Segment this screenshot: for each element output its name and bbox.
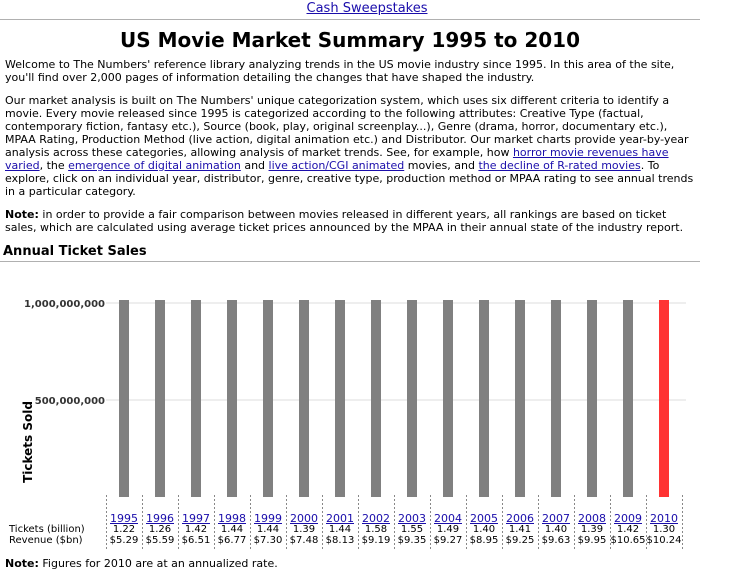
year-link-2005[interactable]: 2005 [470, 512, 498, 525]
bar-2002 [371, 190, 381, 497]
year-link-2009[interactable]: 2009 [614, 512, 642, 525]
revenue-cell: $7.30 [253, 535, 283, 546]
bar-1995 [119, 260, 129, 497]
y-tick-label: 1,000,000,000 [24, 300, 105, 310]
tickets-cell: 1.44 [328, 524, 352, 535]
revenue-cell: $6.51 [181, 535, 211, 546]
revenue-cell: $9.27 [433, 535, 463, 546]
analysis-text-2: , the [39, 159, 69, 172]
year-link-2001[interactable]: 2001 [326, 512, 354, 525]
year-link-1997[interactable]: 1997 [182, 512, 210, 525]
year-link-2002[interactable]: 2002 [362, 512, 390, 525]
bar-2003 [407, 196, 417, 498]
bar-2001 [335, 217, 345, 497]
tickets-cell: 1.49 [436, 524, 460, 535]
revenue-row: Revenue ($bn) $5.29 $5.59 $6.51 $6.77 $7.30 $… [0, 535, 700, 546]
note-label: Note: [5, 208, 39, 221]
tickets-cell: 1.44 [220, 524, 244, 535]
bar-2005 [479, 225, 489, 497]
summary-table: Tickets (billion) 1.22 1.26 1.42 1.44 1.44 1.… [0, 524, 700, 546]
tickets-cell: 1.44 [256, 524, 280, 535]
bar-1996 [155, 252, 165, 497]
year-link-1998[interactable]: 1998 [218, 512, 246, 525]
revenue-cell: $7.48 [289, 535, 319, 546]
revenue-cell: $9.63 [541, 535, 571, 546]
tickets-cell: 1.42 [616, 524, 640, 535]
bottom-note-text: Figures for 2010 are at an annualized ra… [38, 557, 278, 570]
year-link-2010[interactable]: 2010 [650, 512, 678, 525]
analysis-paragraph: Our market analysis is built on The Numb… [5, 94, 700, 198]
bar-2009 [623, 221, 633, 497]
note-text: in order to provide a fair comparison be… [5, 208, 684, 234]
live-action-cgi-link[interactable]: live action/CGI animated [268, 159, 405, 172]
bottom-note-label: Note: [5, 557, 39, 570]
tickets-cell: 1.39 [292, 524, 316, 535]
revenue-cell: $6.77 [217, 535, 247, 546]
tickets-cell: 1.39 [580, 524, 604, 535]
revenue-cell: $9.19 [361, 535, 391, 546]
revenue-cell: $9.95 [577, 535, 607, 546]
year-link-2008[interactable]: 2008 [578, 512, 606, 525]
revenue-cell: $10.24 [646, 535, 682, 546]
note-paragraph: Note: in order to provide a fair compari… [5, 208, 700, 234]
tickets-cell: 1.55 [400, 524, 424, 535]
tickets-row-label: Tickets (billion) [9, 524, 85, 535]
ticket-sales-chart: Tickets Sold500,000,0001,000,000,0001,50… [0, 190, 700, 550]
tickets-cell: 1.58 [364, 524, 388, 535]
analysis-text-5: . To explore, click on an individual yea… [5, 159, 694, 198]
revenue-row-label: Revenue ($bn) [9, 535, 83, 546]
bar-2006 [515, 223, 525, 497]
tickets-cell: 1.41 [508, 524, 532, 535]
bar-2004 [443, 207, 453, 497]
tickets-cell: 1.40 [472, 524, 496, 535]
revenue-cell: $5.29 [109, 535, 139, 546]
analysis-text-1: Our market analysis is built on The Numb… [5, 94, 689, 159]
revenue-cell: $5.59 [145, 535, 175, 546]
y-tick-label: 500,000,000 [35, 396, 105, 407]
year-link-2007[interactable]: 2007 [542, 512, 570, 525]
year-link-2006[interactable]: 2006 [506, 512, 534, 525]
revenue-cell: $9.25 [505, 535, 535, 546]
year-link-2004[interactable]: 2004 [434, 512, 462, 525]
tickets-cell: 1.40 [544, 524, 568, 535]
cash-sweepstakes-link[interactable]: Cash Sweepstakes [306, 1, 428, 16]
tickets-cell: 1.42 [184, 524, 208, 535]
tickets-cell: 1.26 [148, 524, 172, 535]
year-link-2000[interactable]: 2000 [290, 512, 318, 525]
revenue-cell: $10.65 [610, 535, 646, 546]
revenue-cell: $8.95 [469, 535, 499, 546]
bar-1998 [227, 217, 237, 497]
intro-paragraph: Welcome to The Numbers' reference librar… [5, 58, 675, 84]
bar-1997 [191, 221, 201, 497]
year-link-1996[interactable]: 1996 [146, 512, 174, 525]
bar-1999 [263, 217, 273, 497]
section-title: Annual Ticket Sales [3, 244, 147, 259]
tickets-cell: 1.22 [112, 524, 136, 535]
analysis-text-3: and [240, 159, 269, 172]
bar-2000 [299, 227, 309, 497]
revenue-cell: $8.13 [325, 535, 355, 546]
divider-top [0, 19, 700, 20]
horror-revenues-link[interactable]: horror movie revenues have varied [5, 146, 669, 172]
bottom-note: Note: Figures for 2010 are at an annuali… [5, 557, 278, 570]
analysis-text-4: movies, and [404, 159, 479, 172]
bar-2008 [587, 227, 597, 497]
digital-animation-link[interactable]: emergence of digital animation [68, 159, 241, 172]
bar-2010 [659, 244, 669, 497]
year-link-1999[interactable]: 1999 [254, 512, 282, 525]
y-axis-label: Tickets Sold [21, 401, 35, 483]
tickets-cell: 1.30 [652, 524, 676, 535]
r-rated-decline-link[interactable]: the decline of R-rated movies [478, 159, 641, 172]
page-title: US Movie Market Summary 1995 to 2010 [119, 28, 581, 52]
year-links-row: 1995 1996 1997 1998 1999 2000 2001 2002 2003 2004… [0, 510, 700, 525]
bar-2007 [551, 225, 561, 497]
top-banner: Cash Sweepstakes [0, 0, 734, 19]
chart-svg: Tickets Sold500,000,0001,000,000,0001,50… [21, 190, 686, 550]
divider-section [0, 261, 700, 262]
revenue-cell: $9.35 [397, 535, 427, 546]
year-link-1995[interactable]: 1995 [110, 512, 138, 525]
year-link-2003[interactable]: 2003 [398, 512, 426, 525]
tickets-row: Tickets (billion) 1.22 1.26 1.42 1.44 1.44 1.… [0, 524, 700, 535]
